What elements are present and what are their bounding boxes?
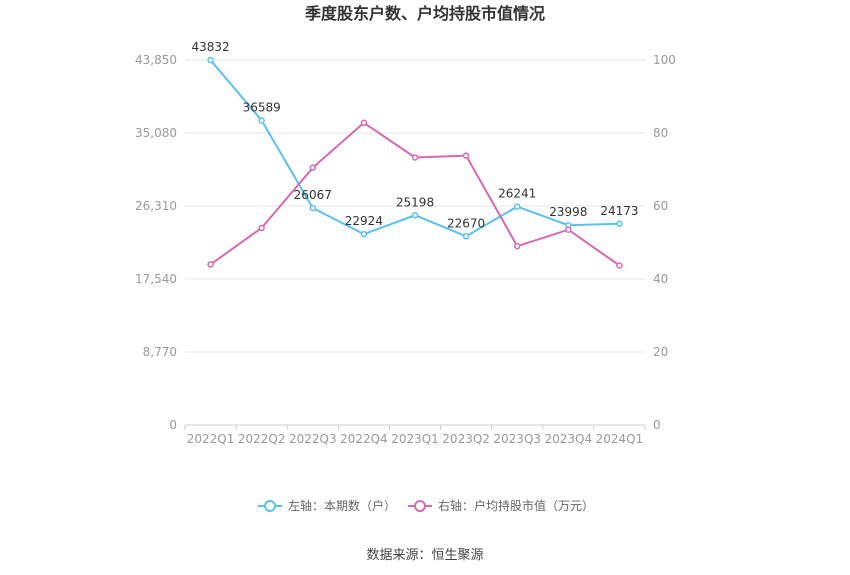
data-point[interactable] xyxy=(258,224,265,232)
data-point[interactable] xyxy=(309,204,317,212)
data-point[interactable] xyxy=(258,117,265,124)
data-point[interactable] xyxy=(616,262,623,269)
y-left-tick-label: 8,770 xyxy=(143,345,177,359)
data-label: 22670 xyxy=(447,216,485,230)
x-tick-label: 2024Q1 xyxy=(596,432,644,446)
data-point[interactable] xyxy=(411,154,419,161)
legend-label[interactable]: 右轴：户均持股市值（万元） xyxy=(438,498,594,513)
data-label: 22924 xyxy=(345,214,383,228)
y-right-tick-label: 40 xyxy=(653,272,668,286)
legend-marker[interactable] xyxy=(414,500,426,512)
data-point[interactable] xyxy=(309,164,317,171)
y-left-tick-label: 43,850 xyxy=(135,53,177,67)
data-point[interactable] xyxy=(513,203,521,210)
data-point[interactable] xyxy=(513,242,521,250)
axes: 0 8,770 17,540 26,310 35,080 43,850 0 20 40 60 80 1… xyxy=(135,53,676,446)
x-tick-label: 2022Q3 xyxy=(289,432,337,446)
data-point[interactable] xyxy=(207,261,214,268)
data-point[interactable] xyxy=(411,212,419,219)
x-tick-label: 2023Q2 xyxy=(442,432,490,446)
data-label: 26241 xyxy=(498,187,536,201)
grid xyxy=(185,59,645,353)
data-point[interactable] xyxy=(616,220,623,228)
legend-marker[interactable] xyxy=(264,500,276,512)
y-left-tick-label: 26,310 xyxy=(135,199,177,213)
data-label: 26067 xyxy=(294,188,332,202)
y-left-tick-label: 0 xyxy=(169,418,177,432)
data-label: 25198 xyxy=(396,195,434,209)
data-label: 23998 xyxy=(549,205,587,219)
data-point[interactable] xyxy=(462,233,470,240)
y-right-tick-label: 80 xyxy=(653,126,668,140)
data-point[interactable] xyxy=(207,56,214,64)
data-label: 24173 xyxy=(600,204,638,218)
x-tick-label: 2022Q2 xyxy=(238,432,286,446)
data-point[interactable] xyxy=(462,152,470,159)
series-line xyxy=(209,121,621,267)
y-left-tick-label: 35,080 xyxy=(135,126,177,140)
data-label: 43832 xyxy=(191,40,229,54)
y-right-tick-label: 100 xyxy=(653,53,676,67)
x-tick-label: 2022Q1 xyxy=(187,432,235,446)
x-tick-label: 2022Q4 xyxy=(340,432,388,446)
y-right-tick-label: 60 xyxy=(653,199,668,213)
data-point[interactable] xyxy=(360,230,368,238)
x-tick-label: 2023Q3 xyxy=(493,432,541,446)
y-right-tick-label: 0 xyxy=(653,418,661,432)
x-tick-label: 2023Q4 xyxy=(545,432,593,446)
y-left-tick-label: 17,540 xyxy=(135,272,177,286)
legend[interactable]: 左轴：本期数（户） 右轴：户均持股市值（万元） xyxy=(258,498,594,513)
data-label: 36589 xyxy=(243,100,281,114)
x-tick-label: 2023Q1 xyxy=(391,432,439,446)
series-group: 43832 36589 26067 22924 25198 22670 26241 23998… xyxy=(191,40,639,269)
data-point[interactable] xyxy=(360,119,368,127)
y-right-tick-label: 20 xyxy=(653,345,668,359)
chart-title: 季度股东户数、户均持股市值情况 xyxy=(304,4,545,23)
source-note: 数据来源：恒生聚源 xyxy=(366,548,483,563)
legend-label[interactable]: 左轴：本期数（户） xyxy=(288,498,396,513)
data-point[interactable] xyxy=(565,226,572,233)
